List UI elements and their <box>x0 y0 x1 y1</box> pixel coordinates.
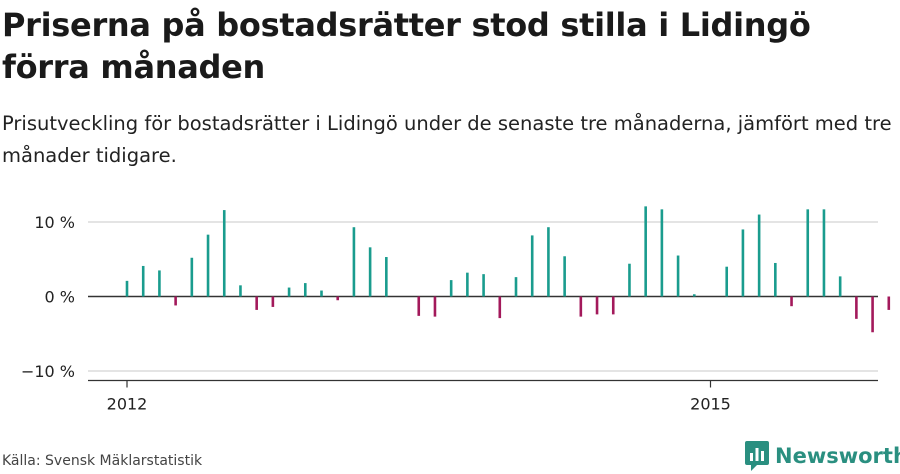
source-note: Källa: Svensk Mäklarstatistik <box>2 453 203 469</box>
bar <box>125 280 129 297</box>
bar <box>158 270 161 297</box>
bar <box>498 296 502 319</box>
bar <box>838 276 842 297</box>
bar <box>449 280 453 297</box>
bar <box>611 296 615 315</box>
bar <box>741 229 745 297</box>
bar <box>466 272 469 297</box>
bar <box>725 266 729 297</box>
bar <box>271 296 275 307</box>
bar <box>774 262 777 297</box>
bar <box>660 209 664 297</box>
bar <box>174 296 177 306</box>
bar-chart-logo-icon <box>745 441 769 471</box>
x-tick-label: 2012 <box>107 395 148 414</box>
bar <box>579 296 583 317</box>
bar <box>239 285 242 297</box>
bar <box>514 277 518 297</box>
bar <box>352 227 356 297</box>
bar <box>644 206 647 297</box>
x-tick-label: 2015 <box>690 395 731 414</box>
bar <box>790 296 793 307</box>
bar <box>628 263 631 297</box>
bar <box>822 209 826 297</box>
bar-series <box>125 206 891 333</box>
bar <box>206 234 210 297</box>
brand-name: Newsworthy <box>775 444 900 468</box>
bar <box>336 296 340 301</box>
bar <box>417 296 421 316</box>
bar <box>871 296 874 333</box>
bar <box>806 209 810 297</box>
bar <box>303 283 307 297</box>
bar <box>692 294 696 297</box>
bar <box>190 257 194 297</box>
y-tick-label: −10 % <box>21 362 75 381</box>
bar <box>222 210 226 297</box>
bar <box>385 257 388 297</box>
bar <box>141 265 145 297</box>
y-tick-label: 0 % <box>45 288 75 307</box>
chart-subtitle: Prisutveckling för bostadsrätter i Lidin… <box>2 112 892 167</box>
bar <box>287 287 291 297</box>
y-axis-ticks: 10 % 0 % −10 % <box>21 213 878 381</box>
bar <box>433 296 437 317</box>
bar <box>482 274 485 297</box>
bar <box>320 290 323 297</box>
y-tick-label: 10 % <box>34 213 75 232</box>
x-axis: 20122015201820212023 <box>88 379 878 414</box>
bar <box>676 255 680 297</box>
bar <box>855 296 858 319</box>
bar <box>757 214 761 297</box>
bar <box>547 227 550 297</box>
bar <box>255 296 258 310</box>
newsworthy-logo: Newsworthy <box>745 441 900 471</box>
bar <box>563 256 566 297</box>
bar <box>368 247 372 297</box>
bar <box>530 235 534 297</box>
chart-title: Priserna på bostadsrätter stod stilla i … <box>2 6 811 86</box>
bar-chart: 10 %0 %−10 % 20122015201820212023 0 % <box>21 206 891 414</box>
bar <box>887 296 891 310</box>
bar <box>595 296 599 315</box>
